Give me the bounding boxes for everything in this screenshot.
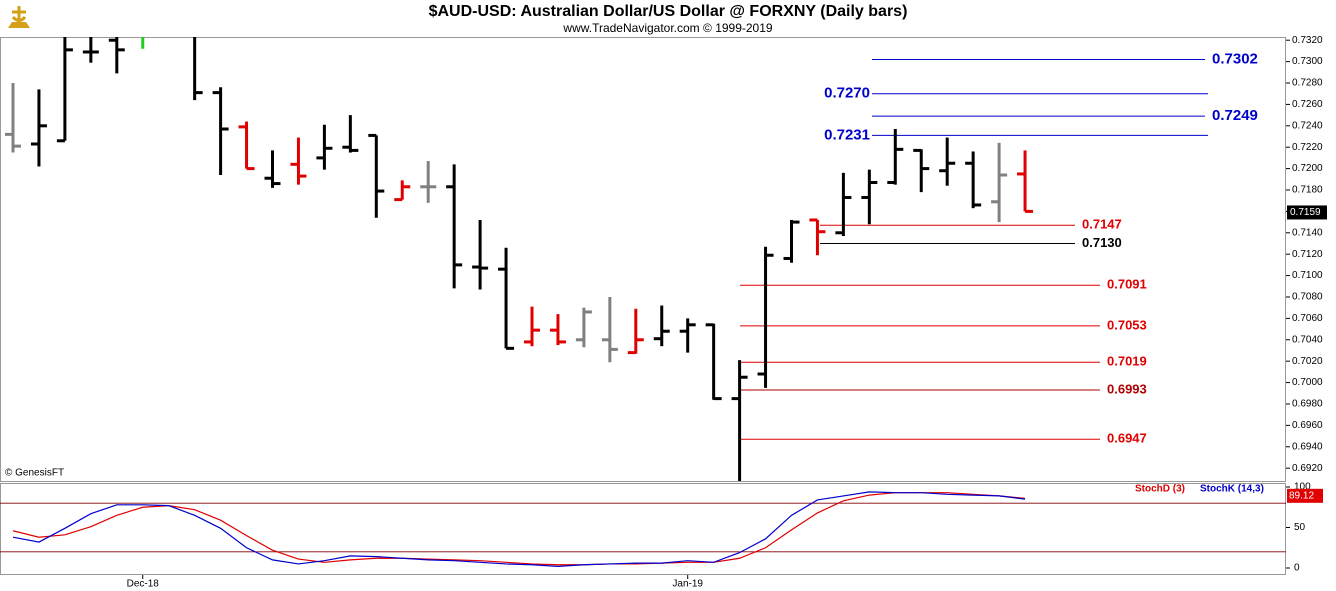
level-label: 0.6993 <box>1107 381 1147 396</box>
y-tick-label: 0.7120 <box>1292 249 1323 260</box>
last-price-box <box>1287 205 1327 220</box>
y-tick-label: 0.7240 <box>1292 120 1323 131</box>
y-tick-label: 0.7180 <box>1292 185 1323 196</box>
level-label: 0.6947 <box>1107 431 1147 446</box>
chart-subtitle: www.TradeNavigator.com © 1999-2019 <box>562 21 772 35</box>
y-tick-label: 0.7140 <box>1292 227 1323 238</box>
y-tick-label: 0 <box>1294 563 1300 574</box>
y-tick-label: 0.6940 <box>1292 441 1323 452</box>
stoch-line <box>12 491 1026 567</box>
y-tick-label: 0.7080 <box>1292 292 1323 303</box>
y-tick-label: 0.7060 <box>1292 313 1323 324</box>
y-tick-label: 0.7260 <box>1292 99 1323 110</box>
y-tick-label: 0.6960 <box>1292 420 1323 431</box>
legend-label: StochK (14,3) <box>1200 484 1264 495</box>
y-tick-label: 0.7020 <box>1292 356 1323 367</box>
legend-label: StochD (3) <box>1135 484 1185 495</box>
level-label: 0.7249 <box>1212 107 1258 124</box>
y-tick-label: 0.7300 <box>1292 56 1323 67</box>
y-tick-label: 0.7280 <box>1292 78 1323 89</box>
y-tick-label: 0.7100 <box>1292 270 1323 281</box>
level-label: 0.7130 <box>1082 235 1122 250</box>
source-note: © GenesisFT <box>5 468 64 479</box>
level-label: 0.7053 <box>1107 317 1147 332</box>
level-label: 0.7270 <box>824 85 870 102</box>
chart-title: $AUD-USD: Australian Dollar/US Dollar @ … <box>429 3 908 20</box>
stoch-line <box>12 492 1026 566</box>
y-tick-label: 0.7200 <box>1292 163 1323 174</box>
y-tick-label: 0.6920 <box>1292 463 1323 474</box>
y-tick-label: 0.7320 <box>1292 35 1323 46</box>
y-tick-label: 0.7220 <box>1292 142 1323 153</box>
y-tick-label: 100 <box>1294 482 1311 493</box>
y-tick-label: 0.6980 <box>1292 399 1323 410</box>
y-tick-label: 50 <box>1294 522 1306 533</box>
last-value-label: 89.12 <box>1289 490 1314 501</box>
stoch-panel <box>0 483 1286 575</box>
price-panel <box>0 37 1286 482</box>
last-price-label: 0.7159 <box>1290 207 1321 218</box>
y-tick-label: 0.7040 <box>1292 334 1323 345</box>
level-label: 0.7302 <box>1212 50 1258 67</box>
logo <box>8 6 30 28</box>
y-tick-label: 0.7000 <box>1292 377 1323 388</box>
x-tick-label: Jan-19 <box>672 579 703 590</box>
last-value-box <box>1287 488 1323 503</box>
level-label: 0.7019 <box>1107 354 1147 369</box>
level-label: 0.7147 <box>1082 217 1122 232</box>
level-label: 0.7231 <box>824 126 870 143</box>
x-tick-label: Dec-18 <box>127 579 160 590</box>
level-label: 0.7091 <box>1107 277 1147 292</box>
